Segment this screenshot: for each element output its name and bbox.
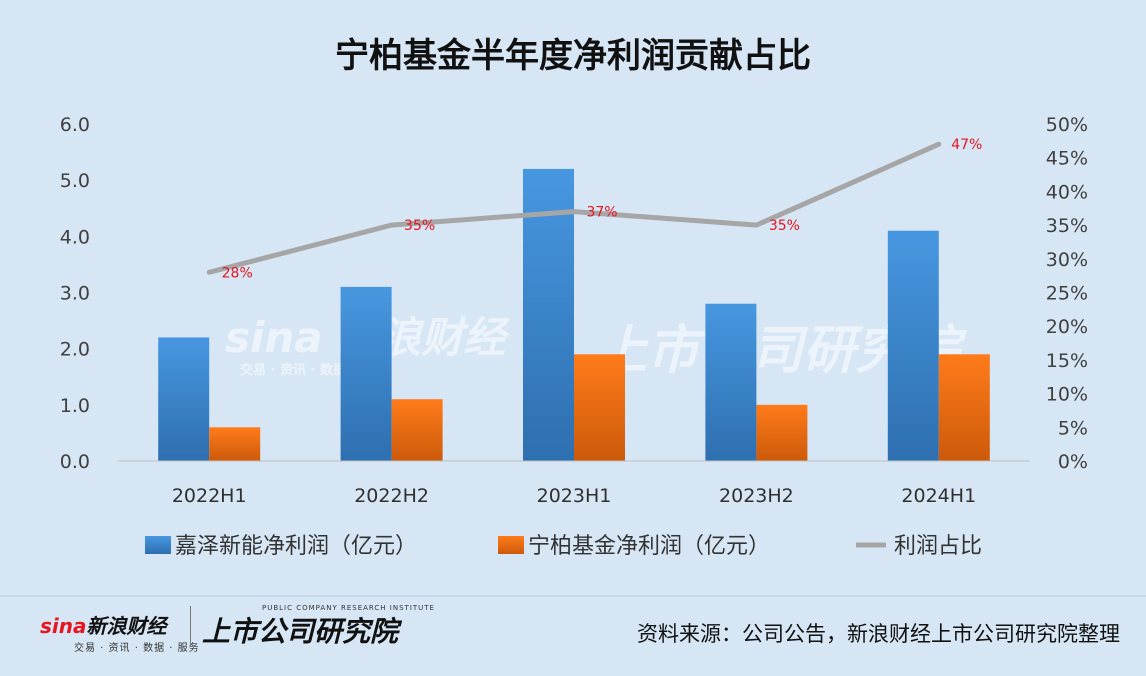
right-axis-tick-label: 5% [1058,417,1088,439]
right-axis-tick-label: 45% [1046,148,1088,170]
legend-item-jiaze: 嘉泽新能净利润（亿元） [145,534,417,559]
left-axis-tick-label: 2.0 [60,339,90,361]
bar-jiaze-net-profit [705,303,757,461]
institute-logo: PUBLIC COMPANY RESEARCH INSTITUTE 上市公司研究… [202,604,435,650]
sina-logo-text: 新浪财经 [86,614,167,638]
legend: 嘉泽新能净利润（亿元） 宁柏基金净利润（亿元） 利润占比 [145,534,982,559]
bar-series [158,168,990,461]
institute-logo-english: PUBLIC COMPANY RESEARCH INSTITUTE [262,604,435,612]
right-axis-tick-label: 15% [1046,350,1088,372]
right-axis-tick-label: 50% [1046,114,1088,136]
right-axis-tick-label: 20% [1046,316,1088,338]
x-axis-category-label: 2024H1 [901,485,976,507]
bar-ningbai-net-profit [756,404,808,461]
bar-jiaze-net-profit [158,337,210,461]
logo-divider [190,606,191,646]
profit-share-data-label: 35% [769,218,800,234]
source-note: 资料来源：公司公告，新浪财经上市公司研究院整理 [637,622,1120,646]
x-axis-category-label: 2023H2 [719,485,794,507]
profit-share-data-label: 35% [404,218,435,234]
left-axis-tick-label: 0.0 [60,451,90,473]
sina-logo-prefix: sina [40,614,87,638]
bar-ningbai-net-profit [938,354,990,461]
line-series: 28% 35% 37% 35% 47% [206,137,982,281]
footer-divider [0,595,1146,597]
page-title: 宁柏基金半年度净利润贡献占比 [335,36,811,76]
bar-jiaze-net-profit [887,230,939,461]
right-axis-tick-label: 10% [1046,384,1088,406]
institute-logo-name: 上市公司研究院 [202,615,399,648]
right-axis-tick-label: 25% [1046,283,1088,305]
right-axis-tick-label: 35% [1046,215,1088,237]
legend-swatch [145,536,171,554]
bar-jiaze-net-profit [340,286,392,461]
left-axis: 0.0 1.0 2.0 3.0 4.0 5.0 6.0 [60,114,90,473]
legend-label: 宁柏基金净利润（亿元） [528,534,770,559]
profit-share-data-label: 37% [586,205,617,221]
x-axis-category-label: 2023H1 [537,485,612,507]
bar-jiaze-net-profit [523,168,574,461]
right-axis-tick-label: 30% [1046,249,1088,271]
sina-logo-subtitle: 交易 · 资讯 · 数据 · 服务 [74,643,200,654]
right-axis-tick-label: 40% [1046,181,1088,203]
left-axis-tick-label: 6.0 [60,114,90,136]
left-axis-tick-label: 3.0 [60,283,90,305]
x-axis-category-label: 2022H1 [172,485,247,507]
right-axis: 0% 5% 10% 15% 20% 25% 30% 35% 40% 45% 50% [1046,114,1088,473]
sina-finance-logo: sina新浪财经 交易 · 资讯 · 数据 · 服务 [40,610,200,654]
bar-ningbai-net-profit [209,427,261,461]
legend-item-share: 利润占比 [856,534,982,559]
left-axis-tick-label: 5.0 [60,170,90,192]
x-axis: 2022H1 2022H2 2023H1 2023H2 2024H1 [172,485,976,507]
left-axis-tick-label: 1.0 [60,395,90,417]
profit-share-data-label: 28% [222,265,253,281]
legend-swatch [498,536,524,554]
profit-share-line [206,141,942,275]
legend-item-ningbai: 宁柏基金净利润（亿元） [498,534,770,559]
legend-label: 嘉泽新能净利润（亿元） [175,534,417,559]
x-axis-category-label: 2022H2 [354,485,429,507]
left-axis-tick-label: 4.0 [60,226,90,248]
bar-ningbai-net-profit [391,399,443,461]
legend-label: 利润占比 [894,534,982,559]
bar-ningbai-net-profit [574,354,625,461]
profit-share-data-label: 47% [951,137,982,153]
right-axis-tick-label: 0% [1058,451,1088,473]
